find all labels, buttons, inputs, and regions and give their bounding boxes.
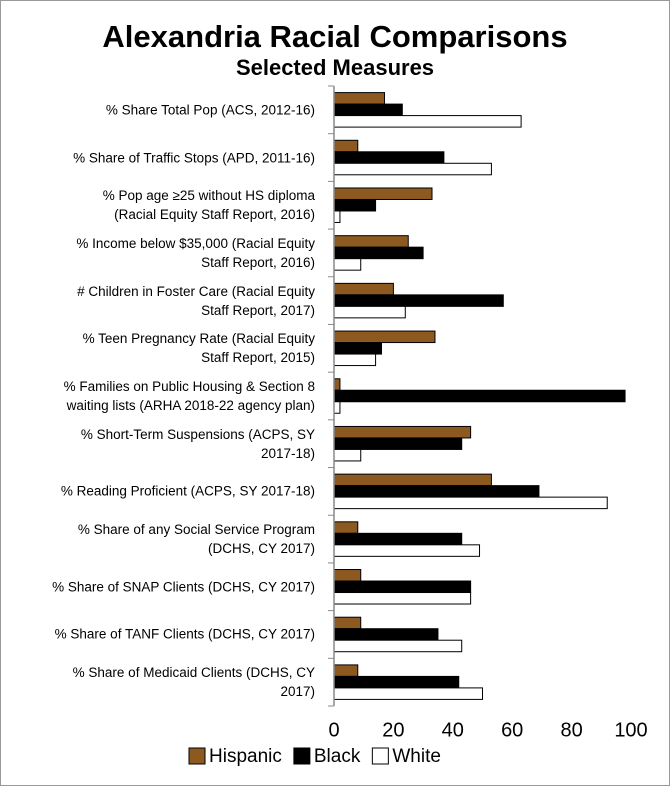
bar <box>333 616 362 630</box>
bar <box>333 664 359 677</box>
bar <box>333 198 377 212</box>
bar <box>333 448 362 462</box>
bar <box>333 353 377 367</box>
bar <box>333 92 385 105</box>
y-tick-label: % Share of SNAP Clients (DCHS, CY 2017) <box>52 579 315 595</box>
bar <box>333 389 626 403</box>
bar <box>333 496 608 510</box>
bar <box>333 437 463 450</box>
x-tick-label: 0 <box>328 719 339 741</box>
x-tick-label: 100 <box>614 719 647 741</box>
bar <box>333 246 424 260</box>
bar <box>333 401 341 414</box>
bar <box>333 282 394 296</box>
bar <box>333 115 522 128</box>
legend-swatch <box>293 747 311 765</box>
bar <box>333 628 439 641</box>
y-tick-label: % Share of any Social Service Program (D… <box>77 522 315 557</box>
bar <box>333 187 433 200</box>
bar <box>333 235 409 248</box>
chart-title: Alexandria Racial Comparisons <box>102 19 567 54</box>
y-tick-label: % Share Total Pop (ACS, 2012-16) <box>105 102 315 118</box>
bar <box>333 305 406 319</box>
bar <box>333 687 483 700</box>
bar <box>333 103 403 117</box>
legend-label: White <box>392 746 441 767</box>
bar <box>333 162 492 176</box>
legend-label: Black <box>314 746 361 767</box>
y-tick-label: % Reading Proficient (ACPS, SY 2017-18) <box>60 483 315 499</box>
x-tick-label: 20 <box>382 719 404 741</box>
y-tick-label: % Income below $35,000 (Racial Equity St… <box>76 235 315 270</box>
y-tick-label: % Short-Term Suspensions (ACPS, SY 2017-… <box>80 426 315 461</box>
bar <box>333 485 540 498</box>
legend-swatch <box>188 747 206 765</box>
bar <box>333 521 359 534</box>
bar <box>333 569 362 582</box>
y-tick-label: % Share of Traffic Stops (APD, 2011-16) <box>73 150 315 166</box>
chart-subtitle: Selected Measures <box>236 55 434 80</box>
bar <box>333 580 472 594</box>
bar <box>333 544 481 557</box>
y-tick-label: % Teen Pregnancy Rate (Racial Equity Sta… <box>82 331 315 366</box>
bar <box>333 258 362 271</box>
bar <box>333 151 445 164</box>
bar <box>333 294 504 307</box>
y-tick-label: % Families on Public Housing & Section 8… <box>63 379 315 413</box>
y-tick-label: % Share of TANF Clients (DCHS, CY 2017) <box>54 626 315 642</box>
bar <box>333 139 359 153</box>
bar <box>333 210 341 223</box>
bar <box>333 532 463 546</box>
bar <box>333 675 460 689</box>
x-tick-label: 60 <box>501 719 523 741</box>
bar <box>333 378 341 391</box>
x-tick-label: 80 <box>560 719 582 741</box>
bar <box>333 342 383 355</box>
legend-swatch <box>371 747 389 765</box>
bar <box>333 639 463 653</box>
y-tick-label: % Share of Medicaid Clients (DCHS, CY 20… <box>72 665 315 700</box>
y-tick-label: % Pop age ≥25 without HS diploma (Racial… <box>102 188 315 223</box>
bar <box>333 592 472 605</box>
bar <box>333 330 436 344</box>
y-tick-label: # Children in Foster Care (Racial Equity… <box>77 283 315 318</box>
bar <box>333 425 472 439</box>
x-tick-label: 40 <box>442 719 464 741</box>
bar <box>333 473 492 487</box>
legend-label: Hispanic <box>209 746 282 767</box>
